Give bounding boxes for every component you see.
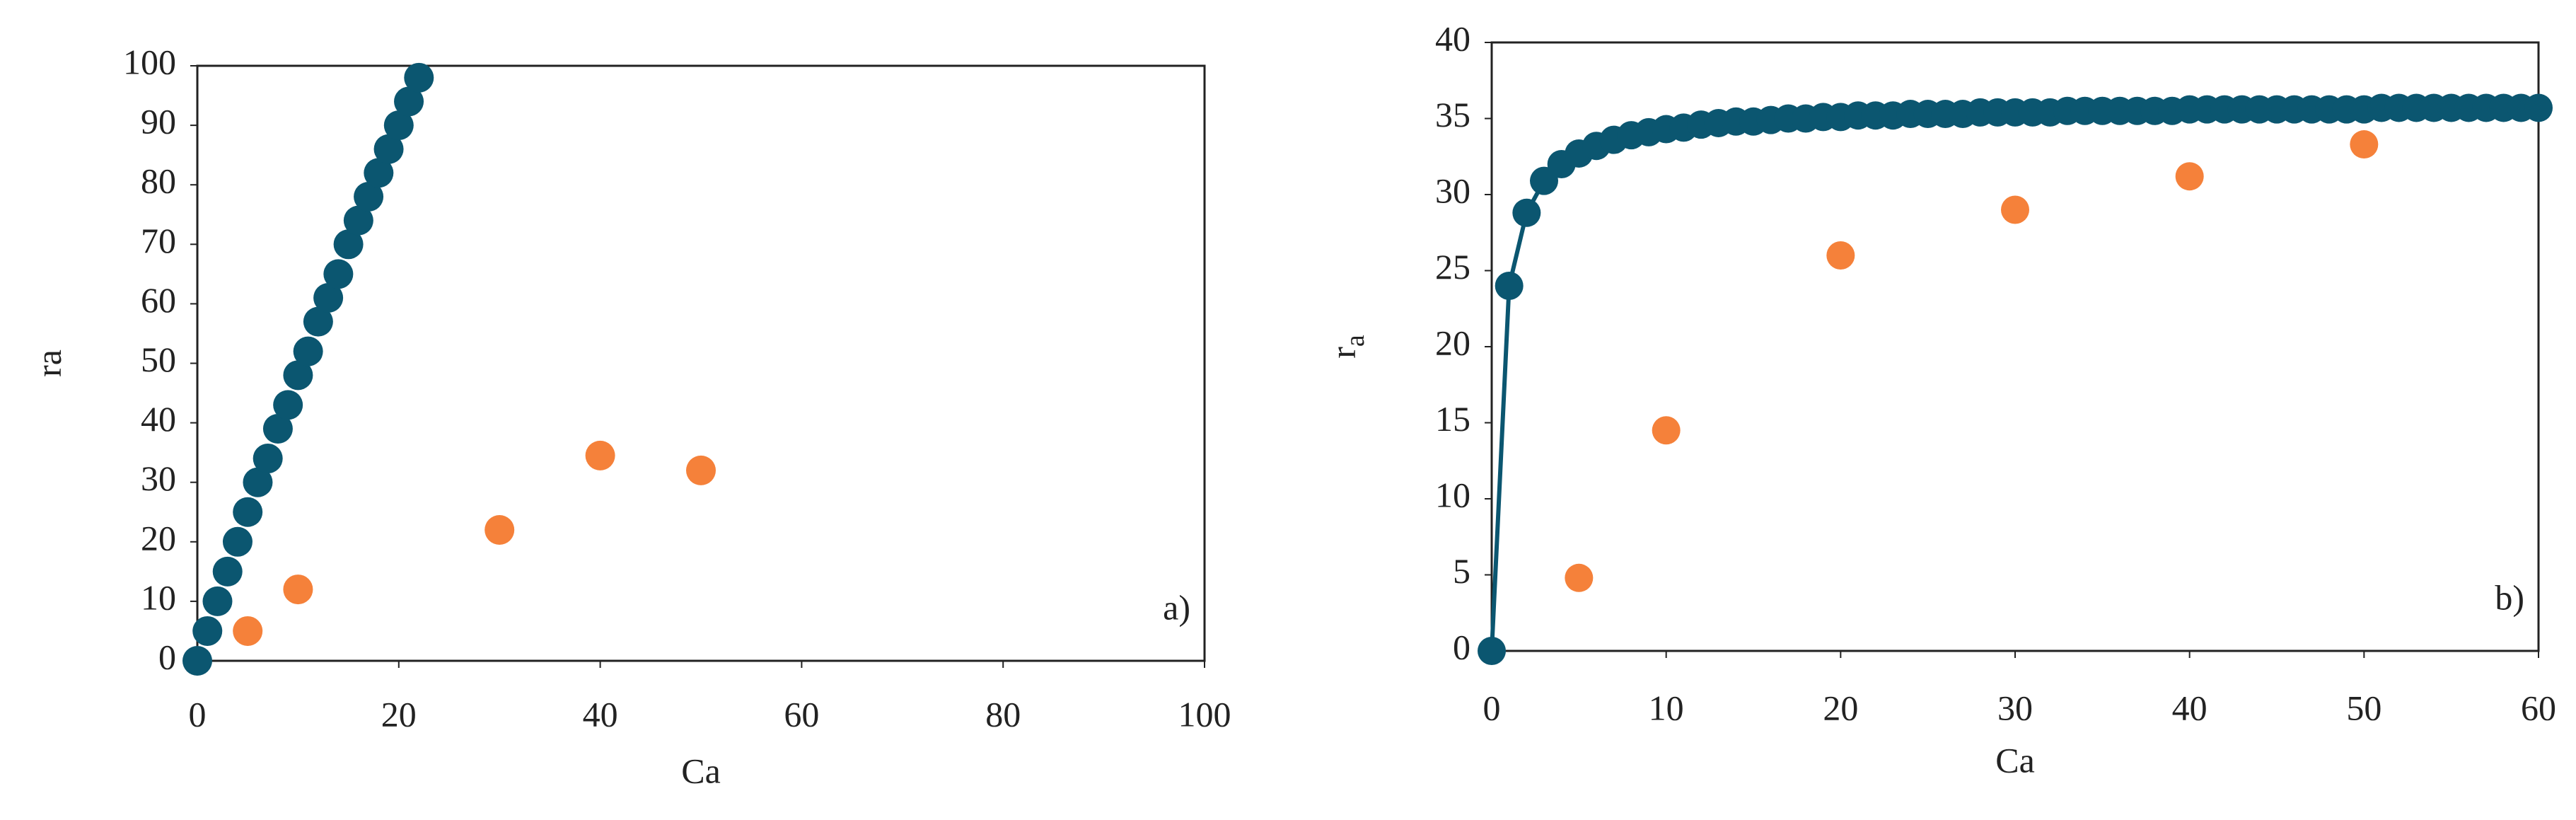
- panel-annotation: a): [1163, 587, 1190, 627]
- data-point: [323, 259, 354, 289]
- data-point: [182, 646, 212, 676]
- y-axis-label: ra: [1323, 335, 1369, 359]
- x-tick-label: 0: [189, 694, 207, 734]
- x-tick-label: 80: [985, 694, 1021, 734]
- data-point: [222, 526, 253, 557]
- y-tick-label: 20: [141, 518, 176, 558]
- y-tick-label: 0: [1453, 627, 1470, 666]
- y-tick-label: 30: [1435, 171, 1470, 210]
- data-point: [1826, 241, 1855, 270]
- data-point: [273, 390, 303, 420]
- y-tick-label: 15: [1435, 399, 1470, 439]
- data-point: [253, 444, 283, 474]
- data-point: [233, 616, 263, 646]
- x-tick-label: 100: [1178, 694, 1231, 734]
- x-axis-label: Ca: [1995, 740, 2035, 780]
- data-point: [1478, 637, 1506, 665]
- data-point: [585, 440, 615, 470]
- x-axis-label: Ca: [681, 751, 721, 790]
- y-tick-label: 25: [1435, 247, 1470, 287]
- y-tick-label: 30: [141, 458, 176, 498]
- data-point: [485, 514, 515, 545]
- data-point: [2001, 195, 2029, 224]
- y-tick-label: 70: [141, 221, 176, 260]
- series-line: [1490, 105, 2539, 652]
- data-point: [283, 360, 313, 391]
- data-point: [212, 556, 243, 587]
- x-tick-label: 20: [1823, 688, 1858, 727]
- y-tick-label: 80: [141, 161, 176, 201]
- data-point: [1530, 166, 1558, 195]
- y-tick-label: 10: [141, 577, 176, 617]
- data-point: [2350, 130, 2379, 159]
- x-tick-label: 60: [784, 694, 819, 734]
- data-point: [333, 229, 364, 260]
- plot-frame: [196, 64, 1206, 662]
- x-tick-label: 40: [2172, 688, 2207, 727]
- x-tick-label: 0: [1483, 688, 1501, 727]
- y-tick-label: 20: [1435, 323, 1470, 362]
- data-point: [233, 497, 263, 527]
- data-point: [1565, 563, 1594, 592]
- data-point: [283, 574, 313, 605]
- y-axis-label-text: ra: [29, 350, 69, 377]
- data-point: [243, 467, 273, 497]
- y-tick-label: 90: [141, 102, 176, 142]
- data-point: [343, 205, 373, 236]
- x-tick-label: 30: [1997, 688, 2033, 727]
- data-point: [303, 306, 333, 337]
- data-point: [404, 62, 434, 93]
- data-point: [1512, 198, 1541, 227]
- y-tick-label: 40: [1435, 18, 1470, 58]
- data-point: [262, 414, 293, 444]
- y-tick-label: 40: [141, 399, 176, 439]
- y-tick-label: 10: [1435, 475, 1470, 514]
- y-tick-label: 60: [141, 280, 176, 320]
- data-point: [2524, 93, 2553, 122]
- data-point: [354, 182, 384, 212]
- y-axis-label: ra: [29, 350, 69, 377]
- y-axis-label-text: r: [1323, 347, 1363, 359]
- y-tick-label: 50: [141, 340, 176, 379]
- data-point: [293, 336, 323, 366]
- y-tick-label: 0: [158, 637, 176, 676]
- x-tick-label: 60: [2521, 688, 2556, 727]
- x-tick-label: 10: [1649, 688, 1684, 727]
- data-point: [394, 86, 424, 117]
- data-point: [364, 158, 394, 188]
- y-tick-label: 100: [123, 42, 176, 81]
- x-tick-label: 20: [381, 694, 417, 734]
- x-tick-label: 40: [583, 694, 618, 734]
- y-axis-label-subscript: a: [1340, 335, 1370, 347]
- data-point: [2175, 162, 2204, 191]
- data-point: [313, 282, 344, 313]
- chart: 0 10 20 30 40 50 60 70 80 90 100 0 20 40 60 80 100 Ca ra a): [29, 42, 1231, 790]
- data-point: [1652, 416, 1681, 445]
- data-point: [383, 110, 414, 141]
- data-point: [373, 134, 404, 164]
- data-point: [202, 586, 233, 616]
- chart: 0 5 10 15 20 25 30 35 40 0 10 20 30 40 50 60 Ca ra b): [1323, 18, 2556, 780]
- data-point: [1495, 272, 1524, 300]
- panel-annotation: b): [2495, 577, 2524, 617]
- data-point: [686, 455, 716, 485]
- x-tick-label: 50: [2346, 688, 2381, 727]
- y-tick-label: 35: [1435, 95, 1470, 134]
- y-tick-label: 5: [1453, 551, 1470, 591]
- data-point: [192, 616, 223, 646]
